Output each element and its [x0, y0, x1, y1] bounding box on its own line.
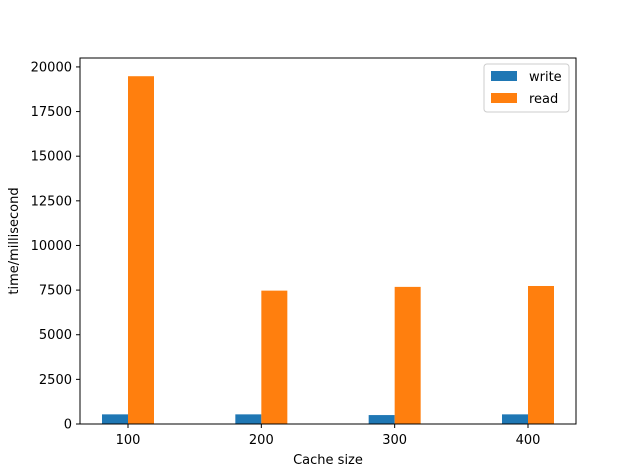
bar-write-200	[235, 414, 262, 424]
y-tick-label: 0	[64, 418, 72, 433]
legend: write read	[483, 63, 570, 113]
y-tick-label: 20000	[31, 60, 72, 75]
y-tick-label: 17500	[31, 105, 72, 120]
bar-read-200	[261, 290, 288, 424]
bar-write-400	[502, 414, 528, 424]
plot-frame	[79, 57, 577, 425]
x-tick-label: 400	[516, 433, 541, 448]
x-axis: 100 200 300 400	[116, 424, 541, 448]
y-axis: 0 2500 5000 7500 10000 12500 15000 17500 20000	[31, 60, 80, 433]
y-tick-label: 2500	[39, 373, 72, 388]
x-tick-label: 300	[382, 433, 407, 448]
y-tick-label: 7500	[39, 284, 72, 299]
legend-label-write: write	[529, 70, 562, 85]
legend-swatch-write	[491, 71, 517, 81]
x-axis-label: Cache size	[293, 453, 363, 468]
y-tick-label: 5000	[39, 328, 72, 343]
bar-write-300	[368, 415, 395, 424]
y-tick-label: 12500	[31, 194, 72, 209]
y-axis-label: time/millisecond	[7, 187, 22, 294]
y-tick-label: 10000	[31, 239, 72, 254]
bar-read-300	[394, 286, 421, 424]
bar-read-100	[128, 76, 154, 425]
bars-layer	[102, 76, 554, 425]
bar-write-100	[102, 414, 128, 424]
bar-read-400	[528, 285, 554, 424]
x-tick-label: 200	[249, 433, 274, 448]
legend-label-read: read	[529, 92, 558, 107]
x-tick-label: 100	[116, 433, 141, 448]
legend-swatch-read	[491, 93, 517, 103]
y-tick-label: 15000	[31, 150, 72, 165]
